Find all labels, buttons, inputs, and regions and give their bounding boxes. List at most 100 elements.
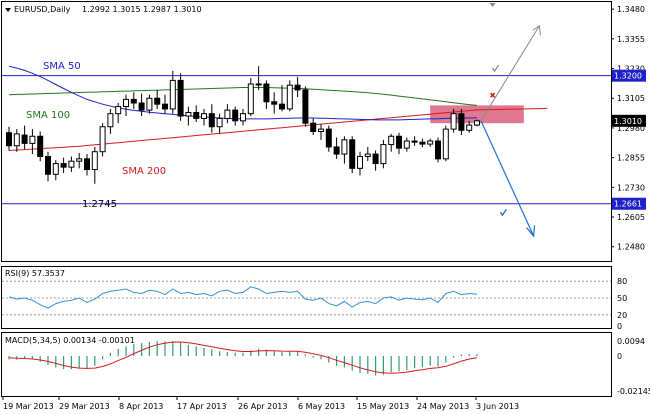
candle xyxy=(68,156,75,172)
main-plot: 1.3480 1.3355 1.3230 1.3105 1.2980 1.2855 1.27… xyxy=(2,3,646,252)
candle-body xyxy=(123,98,129,108)
candle-body xyxy=(357,155,363,169)
price-label-box xyxy=(612,114,646,127)
candle-body xyxy=(146,97,153,111)
candle-body xyxy=(294,84,301,91)
x-tick-label: 6 May 2013 xyxy=(298,402,345,411)
candle xyxy=(123,94,129,117)
candle-body xyxy=(115,106,122,115)
candle xyxy=(247,78,254,117)
candle-body xyxy=(13,133,20,147)
sma-200-extension xyxy=(476,107,548,111)
rsi-tick-label: 80 xyxy=(617,277,627,286)
candle xyxy=(216,113,223,134)
candle xyxy=(52,160,59,181)
forecast-down-arrow xyxy=(480,120,535,237)
macd-tick-label: 0.0094 xyxy=(617,337,645,346)
candle xyxy=(474,119,480,127)
candle-body xyxy=(349,139,356,169)
forecast-down-arrowhead xyxy=(526,225,536,238)
candle-body xyxy=(427,140,434,145)
checkmark-icon xyxy=(499,208,507,217)
candle xyxy=(294,76,301,98)
candle xyxy=(60,157,67,174)
candle-body xyxy=(208,113,215,128)
candle-body xyxy=(458,113,465,131)
y-tick-label: 1.3355 xyxy=(617,35,645,44)
candle-body xyxy=(271,101,278,105)
x-mark-icon xyxy=(490,92,496,98)
candle xyxy=(91,146,98,184)
candle xyxy=(154,89,161,109)
triangle-down-icon[interactable] xyxy=(5,8,11,12)
candle xyxy=(435,137,441,163)
candle xyxy=(29,129,36,155)
candle-body xyxy=(388,135,395,146)
y-tick-label: 1.3480 xyxy=(617,5,645,14)
rsi-line xyxy=(8,286,478,309)
candle xyxy=(403,137,410,152)
x-axis: 19 Mar 2013 29 Mar 2013 8 Apr 2013 17 Apr 2… xyxy=(2,396,519,411)
candle xyxy=(411,136,418,146)
candle-body xyxy=(232,109,239,122)
candle xyxy=(458,108,465,136)
candle xyxy=(201,108,207,126)
sma-100-line xyxy=(8,87,478,106)
candle xyxy=(146,94,153,114)
candle xyxy=(185,106,192,126)
candle xyxy=(333,137,340,159)
candle xyxy=(232,106,239,126)
ohlc-values: 1.2992 1.3015 1.2987 1.3010 xyxy=(82,5,202,14)
chart-annotation: SMA 100 xyxy=(26,110,70,121)
candle xyxy=(396,132,402,155)
candle-body xyxy=(380,144,387,165)
candle-body xyxy=(6,132,12,147)
candle xyxy=(372,150,379,171)
candle-body xyxy=(68,160,75,168)
candle xyxy=(37,131,44,162)
candle-body xyxy=(91,151,98,171)
checkmark-icon xyxy=(492,64,500,73)
main-panel-frame xyxy=(1,1,612,262)
x-tick-label: 8 Apr 2013 xyxy=(119,402,163,411)
x-tick-label: 3 Jun 2013 xyxy=(476,402,519,411)
candle xyxy=(208,104,215,133)
price-label-text: 1.2661 xyxy=(614,200,642,209)
candle xyxy=(419,138,426,147)
chart-annotation: 1.2745 xyxy=(82,199,117,210)
y-tick-label: 1.3230 xyxy=(617,65,645,74)
candle-body xyxy=(29,135,36,144)
candle xyxy=(357,151,363,176)
candle xyxy=(138,93,145,117)
candle-body xyxy=(442,128,449,160)
candle-body xyxy=(325,128,332,148)
candle xyxy=(115,102,122,124)
candle xyxy=(130,92,137,109)
candle xyxy=(341,136,348,164)
candle xyxy=(177,73,184,121)
rsi-tick-label: 20 xyxy=(617,311,627,320)
candle-body xyxy=(240,113,246,122)
candle xyxy=(427,138,434,147)
candle-body xyxy=(333,146,340,155)
candle-body xyxy=(154,97,161,105)
price-label-text: 1.3010 xyxy=(614,117,642,126)
x-tick-label: 19 Mar 2013 xyxy=(3,402,54,411)
x-tick-label: 29 Mar 2013 xyxy=(59,402,110,411)
candle xyxy=(279,85,285,112)
candle xyxy=(364,146,371,162)
triangle-down-icon xyxy=(489,3,496,7)
chart-annotation: SMA 200 xyxy=(122,166,166,177)
candle xyxy=(263,80,270,109)
candle xyxy=(349,136,356,174)
y-tick-label: 1.2730 xyxy=(617,183,645,192)
candle xyxy=(224,104,231,124)
candle xyxy=(240,108,246,126)
candle xyxy=(380,139,387,169)
candle xyxy=(21,125,28,150)
candle-body xyxy=(435,140,441,160)
macd-panel-frame xyxy=(1,332,612,397)
price-label-text: 1.3200 xyxy=(614,72,642,81)
candle xyxy=(99,123,106,157)
